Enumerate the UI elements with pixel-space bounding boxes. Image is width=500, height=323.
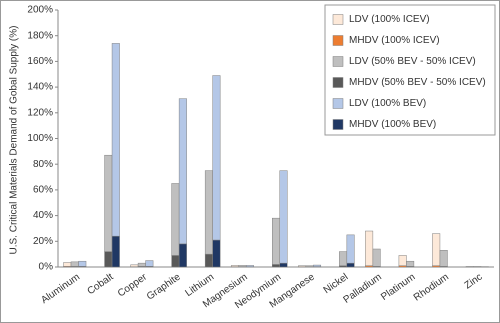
y-tick-label: 0%: [39, 262, 54, 273]
legend-swatch: [332, 119, 344, 130]
bar-segment: [63, 262, 72, 267]
bar-segment: [339, 251, 348, 266]
bar-segment: [130, 264, 139, 267]
legend-label: MHDV (50% BEV - 50% ICEV): [349, 77, 486, 88]
bar-segment: [171, 255, 180, 268]
y-tick-label: 120%: [27, 107, 53, 118]
bar-segment: [279, 170, 288, 264]
bar-segment: [439, 250, 448, 267]
legend-label: LDV (100% ICEV): [349, 14, 430, 25]
y-tick-label: 100%: [27, 133, 53, 144]
y-tick-label: 60%: [33, 185, 53, 196]
y-axis-label: U.S. Critical Materials Demand of Gobal …: [9, 26, 20, 255]
y-tick-label: 20%: [33, 236, 53, 247]
legend-label: MHDV (100% ICEV): [349, 35, 440, 46]
y-tick-label: 140%: [27, 82, 53, 93]
bar-segment: [313, 264, 322, 267]
y-tick-label: 40%: [33, 210, 53, 221]
bar-segment: [111, 43, 120, 237]
legend-swatch: [332, 14, 344, 25]
legend-swatch: [332, 98, 344, 109]
y-tick-label: 180%: [27, 30, 53, 41]
legend-swatch: [332, 77, 344, 88]
bar-segment: [365, 230, 374, 266]
y-tick-label: 160%: [27, 56, 53, 67]
bar-segment: [171, 183, 180, 256]
bar-segment: [70, 261, 79, 267]
bar-segment: [272, 264, 280, 268]
bar-segment: [178, 243, 187, 268]
bar-segment: [178, 98, 187, 245]
bar-segment: [212, 75, 221, 241]
bar-segment: [104, 154, 113, 252]
bar-segment: [137, 262, 146, 267]
y-tick-label: 80%: [33, 159, 53, 170]
bar-segment: [230, 265, 239, 267]
bar-segment: [212, 239, 221, 268]
y-tick-label: 200%: [27, 5, 53, 16]
legend: LDV (100% ICEV) MHDV (100% ICEV) LDV (50% …: [324, 4, 496, 136]
legend-label: LDV (50% BEV - 50% ICEV): [349, 56, 476, 67]
bar-segment: [432, 233, 441, 266]
legend-swatch: [332, 56, 344, 67]
bar-segment: [372, 248, 381, 267]
bar-segment: [346, 234, 355, 264]
legend-swatch: [332, 35, 344, 46]
bar-segment: [245, 265, 254, 267]
bar-segment: [346, 262, 355, 268]
bar-segment: [204, 170, 213, 255]
bar-segment: [111, 235, 120, 268]
bar-segment: [104, 251, 113, 268]
bar-segment: [406, 260, 415, 267]
legend-label: MHDV (100% BEV): [349, 119, 436, 130]
bar-segment: [305, 265, 314, 267]
bar-segment: [298, 265, 307, 267]
legend-label: LDV (100% BEV): [349, 98, 426, 109]
bar-segment: [398, 255, 407, 266]
bar-segment: [279, 262, 288, 268]
legend-box: [324, 4, 496, 136]
bar-segment: [238, 265, 247, 267]
bar-segment: [145, 260, 154, 267]
bar-segment: [78, 260, 87, 267]
bar-segment: [204, 253, 213, 268]
bar-segment: [272, 217, 280, 265]
